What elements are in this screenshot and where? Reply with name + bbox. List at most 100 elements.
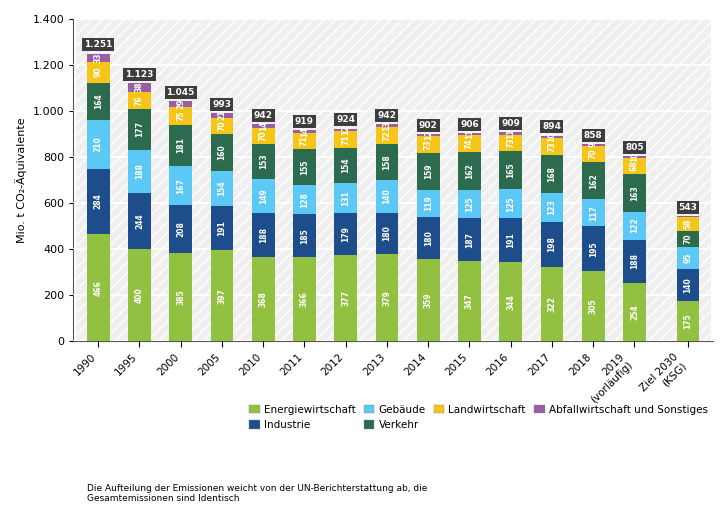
Text: 543: 543 (678, 203, 697, 212)
Bar (623, 174, 646, 211)
Bar (210, 117, 233, 134)
Text: 149: 149 (258, 188, 268, 204)
Text: 70: 70 (589, 149, 598, 159)
Bar (458, 135, 480, 152)
Text: 177: 177 (135, 121, 144, 137)
Text: 164: 164 (94, 93, 103, 109)
Text: 14: 14 (300, 126, 309, 137)
Bar (293, 185, 316, 214)
Text: Die Aufteilung der Emissionen weicht von der UN-Berichterstattung ab, die
Gesamt: Die Aufteilung der Emissionen weicht von… (87, 484, 428, 503)
Text: 162: 162 (589, 173, 598, 188)
Text: 377: 377 (341, 290, 350, 306)
Bar (252, 128, 274, 144)
Text: 10: 10 (547, 132, 556, 142)
Bar (210, 134, 233, 171)
Bar (417, 153, 440, 190)
Bar (293, 133, 316, 149)
Text: 33: 33 (94, 53, 103, 64)
Bar (252, 257, 274, 341)
Text: 400: 400 (135, 288, 144, 303)
Text: 397: 397 (218, 288, 226, 304)
Text: 379: 379 (382, 290, 392, 306)
Text: 942: 942 (377, 111, 397, 120)
Bar (87, 54, 109, 62)
Text: 188: 188 (630, 253, 639, 269)
Text: 805: 805 (625, 143, 644, 152)
Bar (170, 252, 192, 341)
Bar (582, 162, 604, 199)
Text: 74: 74 (465, 139, 474, 149)
Text: 894: 894 (542, 122, 561, 132)
Bar (417, 217, 440, 259)
Text: 122: 122 (630, 217, 639, 233)
Text: 70: 70 (684, 234, 692, 244)
Text: 180: 180 (382, 226, 392, 241)
Text: 322: 322 (547, 297, 556, 312)
Bar (458, 152, 480, 189)
Bar (87, 62, 109, 83)
Text: 254: 254 (630, 304, 639, 320)
Text: 119: 119 (424, 196, 432, 211)
Text: 75: 75 (176, 111, 185, 121)
Bar (677, 216, 700, 217)
Text: 347: 347 (465, 294, 474, 309)
Text: 942: 942 (253, 111, 273, 120)
Legend: Energiewirtschaft, Industrie, Gebäude, Verkehr, Landwirtschaft, Abfallwirtschaft: Energiewirtschaft, Industrie, Gebäude, V… (249, 404, 708, 430)
Bar (499, 189, 522, 218)
Text: 198: 198 (547, 237, 556, 252)
Bar (170, 205, 192, 252)
Text: 125: 125 (465, 196, 474, 212)
Bar (252, 213, 274, 257)
Bar (87, 120, 109, 169)
Text: 1.045: 1.045 (167, 87, 195, 97)
Bar (677, 247, 700, 269)
Text: 909: 909 (502, 119, 520, 128)
Text: 70: 70 (218, 120, 226, 131)
Bar (376, 180, 398, 213)
Text: 12: 12 (424, 130, 432, 140)
Bar (293, 214, 316, 257)
Text: 128: 128 (300, 192, 309, 208)
Bar (623, 283, 646, 341)
Text: 140: 140 (684, 277, 692, 293)
Bar (128, 83, 151, 91)
Text: 191: 191 (218, 220, 226, 236)
Text: 11: 11 (465, 129, 474, 139)
Text: 68: 68 (630, 161, 639, 172)
Text: 71: 71 (341, 134, 350, 145)
Bar (87, 234, 109, 341)
Bar (210, 250, 233, 341)
Text: 9: 9 (589, 142, 598, 147)
Text: 155: 155 (300, 160, 309, 175)
Bar (293, 257, 316, 341)
Text: 188: 188 (135, 164, 144, 179)
Text: 29: 29 (176, 99, 185, 109)
Text: 175: 175 (684, 313, 692, 329)
Bar (334, 183, 357, 213)
Text: 14: 14 (258, 121, 268, 132)
Text: 73: 73 (424, 140, 432, 150)
Bar (541, 267, 563, 341)
Text: 385: 385 (176, 289, 185, 305)
Text: 163: 163 (630, 185, 639, 201)
Text: 187: 187 (465, 232, 474, 248)
Text: 244: 244 (135, 213, 144, 229)
Text: 181: 181 (176, 138, 185, 153)
Text: 1.123: 1.123 (125, 70, 154, 79)
Text: 38: 38 (135, 82, 144, 92)
Text: 153: 153 (258, 153, 268, 169)
Text: 284: 284 (94, 194, 103, 209)
Text: 154: 154 (341, 157, 350, 173)
Bar (334, 132, 357, 148)
Text: 95: 95 (684, 252, 692, 263)
Bar (252, 144, 274, 179)
Bar (582, 199, 604, 226)
Bar (87, 83, 109, 120)
Bar (417, 190, 440, 217)
Text: 993: 993 (213, 100, 232, 109)
Text: 902: 902 (419, 120, 438, 130)
Bar (376, 213, 398, 254)
Bar (677, 231, 700, 247)
Text: 191: 191 (506, 232, 515, 248)
Bar (170, 101, 192, 107)
